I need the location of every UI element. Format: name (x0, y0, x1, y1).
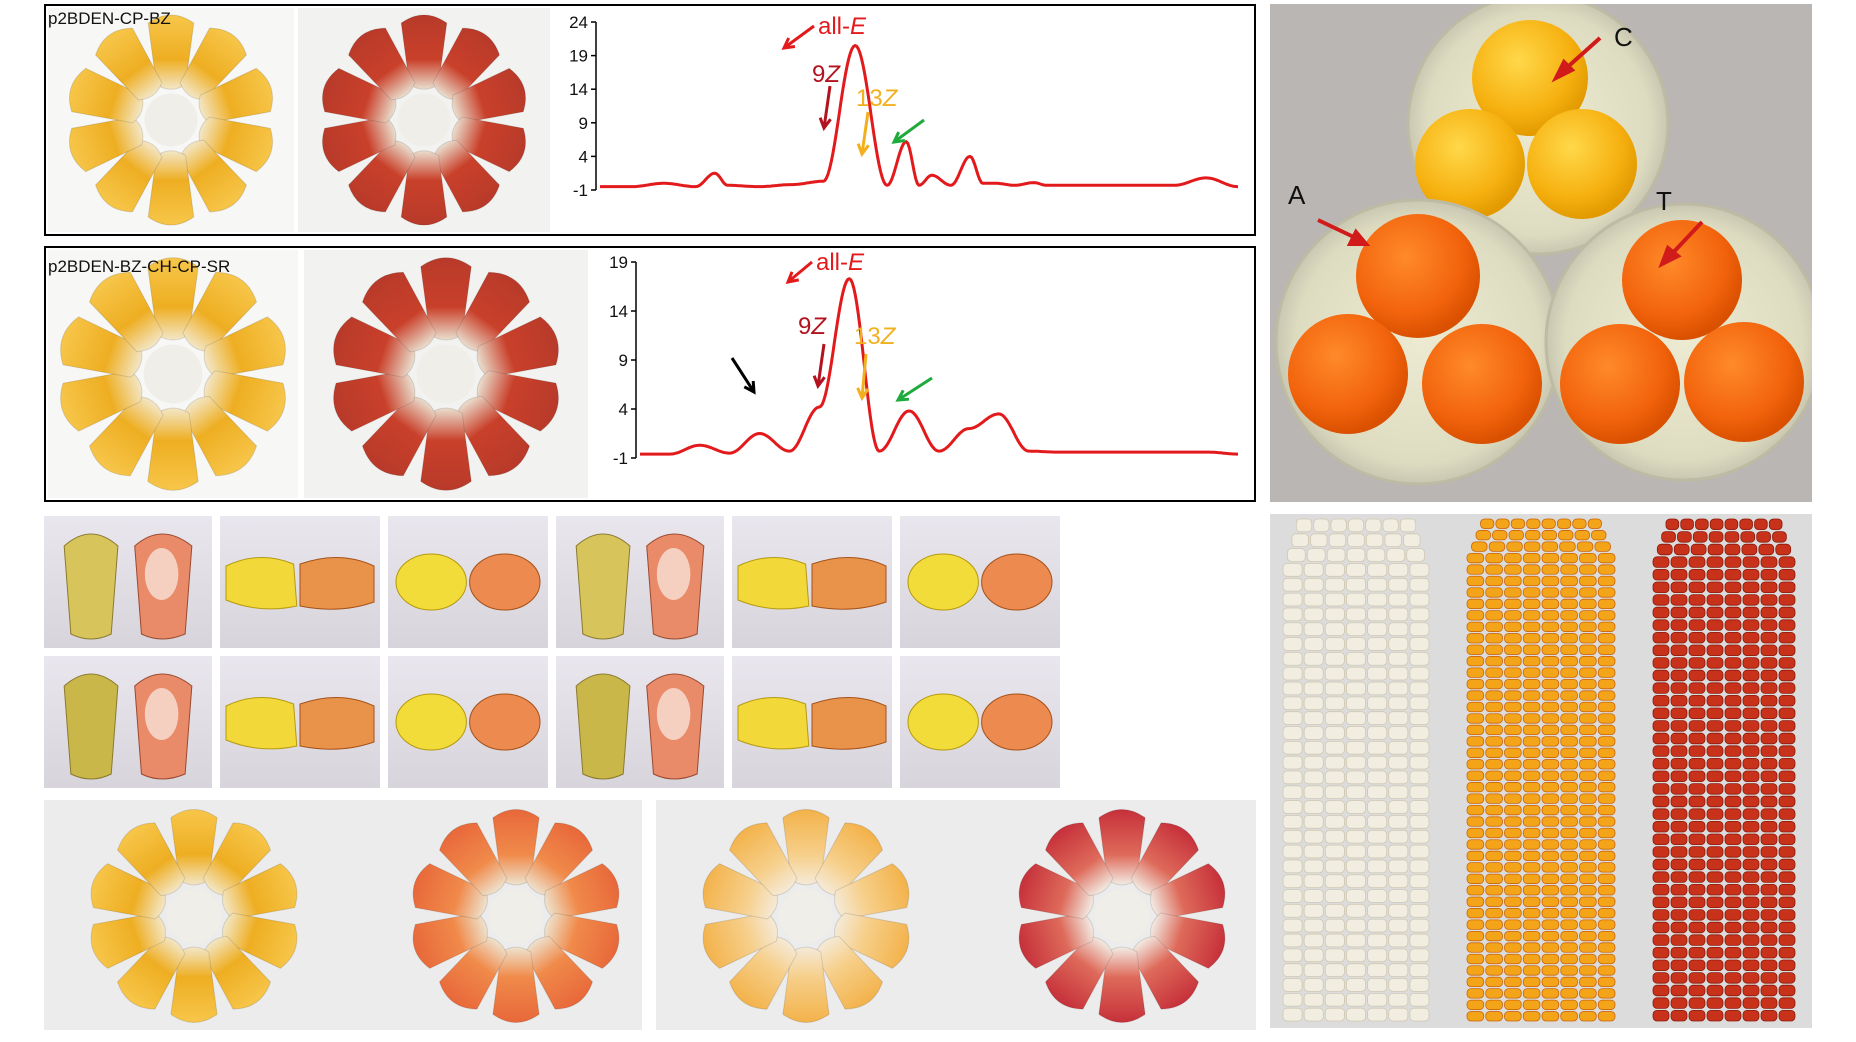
kernel (1044, 822, 1114, 897)
kernel-ring-yellow (68, 14, 274, 226)
y-tick-label: 19 (569, 47, 588, 66)
kernel (116, 822, 186, 897)
egg-label-c: C (1614, 22, 1633, 52)
kernel-section-photo (900, 516, 1060, 648)
kernel-rings-photo-left (44, 800, 642, 1030)
y-tick-label: 14 (569, 80, 588, 99)
all-e-arrow (781, 24, 815, 50)
kernel-section-photo (556, 516, 724, 648)
kernel (94, 27, 163, 101)
kernel-section-grid (44, 516, 1256, 788)
kernel-section-photo (900, 656, 1060, 788)
kernel-section-photo (220, 516, 380, 648)
z13-label: 13Z (854, 323, 897, 350)
egg-label-a: A (1288, 180, 1306, 210)
egg-arrow-t (1658, 220, 1704, 269)
corn-cob (1466, 518, 1616, 1022)
corn-cob (1282, 518, 1430, 1022)
black-arrow (730, 357, 756, 395)
kernel-rings-photo-right (656, 800, 1256, 1030)
chromatogram-chart-top: 24 19 14 9 4 -1 all-E 9Z 13Z (569, 13, 1238, 200)
y-tick-label: -1 (573, 181, 588, 200)
kernel-section-photo (44, 656, 212, 788)
all-e-label: all-E (818, 13, 867, 40)
y-tick-label: -1 (613, 449, 628, 468)
corn-cobs-photo (1270, 514, 1812, 1028)
egg-arrow-a (1317, 218, 1371, 246)
egg-arrow-c (1551, 36, 1602, 83)
y-tick-label: 19 (609, 253, 628, 272)
kernel-section-photo (556, 656, 724, 788)
y-tick-label: 9 (579, 114, 588, 133)
egg-yolk-photo: C A T (1270, 4, 1812, 502)
green-arrow (895, 376, 933, 402)
kernel-section-photo (220, 656, 380, 788)
z9-arrow (818, 85, 832, 132)
all-e-label: all-E (816, 249, 865, 276)
chromatogram-panel-top: p2BDEN-CP-BZ 24 19 14 9 4 -1 all-E 9Z 13Z (44, 4, 1256, 236)
construct-label: p2BDEN-BZ-CH-CP-SR (48, 257, 231, 276)
y-tick-label: 9 (619, 351, 628, 370)
kernel-ring-red (321, 14, 527, 226)
kernel-section-photo (388, 516, 548, 648)
z13-arrow (856, 111, 870, 158)
z9-label: 9Z (798, 313, 827, 340)
chromatogram-trace (640, 277, 1238, 456)
y-tick-label: 4 (619, 400, 628, 419)
kernel-section-photo (732, 656, 892, 788)
construct-label: p2BDEN-CP-BZ (48, 9, 171, 28)
kernel-ring-yellow-photo (48, 250, 298, 498)
kernel-section-photo (732, 516, 892, 648)
corn-cob (1652, 518, 1796, 1022)
kernel-ring-red-photo (304, 250, 588, 498)
y-tick-label: 14 (609, 302, 628, 321)
kernel (88, 271, 164, 353)
egg-label-t: T (1656, 186, 1672, 216)
kernel (347, 27, 416, 101)
kernel (728, 822, 798, 897)
kernel-ring-yellow-photo (48, 8, 294, 232)
all-e-arrow (785, 260, 813, 285)
z9-label: 9Z (812, 61, 841, 88)
kernel-section-photo (44, 516, 212, 648)
kernel-ring-red-photo (298, 8, 550, 232)
y-tick-label: 4 (579, 147, 588, 166)
z9-arrow (812, 343, 826, 390)
z13-arrow (856, 353, 870, 402)
green-arrow (891, 118, 925, 144)
y-tick-label: 24 (569, 13, 588, 32)
kernel (361, 271, 437, 353)
z13-label: 13Z (856, 85, 899, 112)
kernel-section-photo (388, 656, 548, 788)
chromatogram-chart-bottom: 19 14 9 4 -1 all-E 9Z 13Z (609, 249, 1238, 468)
chromatogram-trace (600, 44, 1238, 189)
chromatogram-panel-bottom: p2BDEN-BZ-CH-CP-SR 19 14 9 4 -1 all-E 9Z 13Z (44, 246, 1256, 502)
kernel (438, 822, 508, 897)
